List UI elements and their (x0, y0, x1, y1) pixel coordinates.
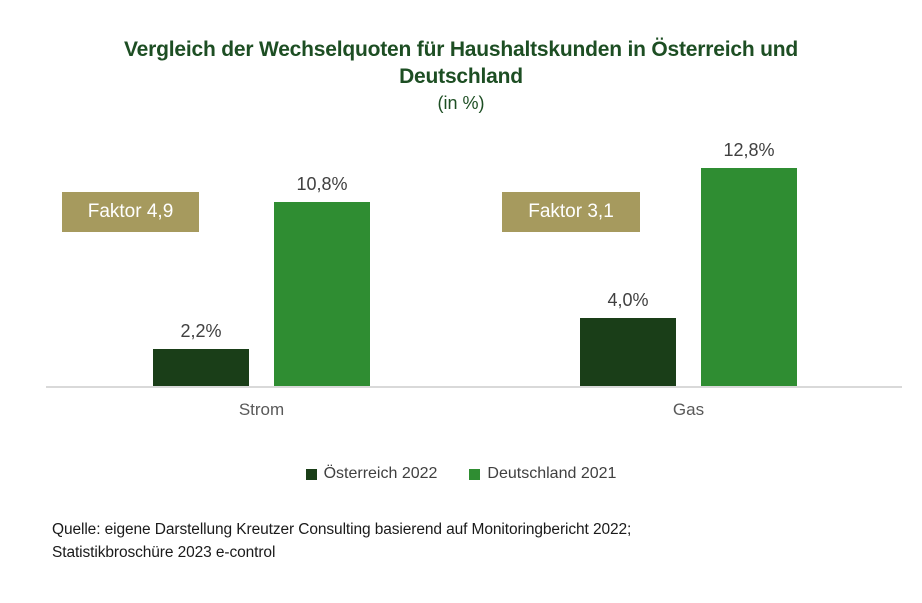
legend: Österreich 2022 Deutschland 2021 (0, 465, 922, 483)
bar-germany-gas (701, 168, 797, 386)
bar-column-germany-strom: 10,8% (274, 0, 370, 386)
value-label-austria-strom: 2,2% (180, 321, 222, 341)
category-label-gas: Gas (672, 400, 705, 419)
bar-column-germany-gas: 12,8% (701, 0, 797, 386)
value-label-austria-gas: 4,0% (607, 290, 649, 310)
chart-title-line-2: Deutschland (399, 65, 523, 88)
value-label-germany-strom: 10,8% (296, 174, 348, 194)
source-line-1: Quelle: eigene Darstellung Kreutzer Cons… (52, 521, 632, 538)
bar-germany-strom (274, 202, 370, 386)
x-axis-line (46, 386, 902, 388)
legend-swatch-germany-icon (469, 468, 481, 480)
chart-subtitle: (in %) (437, 93, 485, 113)
bar-austria-strom (153, 349, 249, 386)
category-label-strom: Strom (238, 400, 285, 419)
value-label-germany-gas: 12,8% (723, 140, 775, 160)
chart-title: Vergleich der Wechselquoten für Haushalt… (21, 36, 901, 90)
source-note: Quelle: eigene Darstellung Kreutzer Cons… (52, 518, 631, 564)
title-block: Vergleich der Wechselquoten für Haushalt… (0, 36, 922, 114)
plot-area: 2,2% 10,8% 4,0% 12,8% (46, 0, 902, 388)
factor-annotation-gas: Faktor 3,1 (502, 192, 640, 232)
factor-annotation-strom: Faktor 4,9 (62, 192, 199, 232)
bar-column-austria-strom: 2,2% (153, 0, 249, 386)
source-line-2: Statistikbroschüre 2023 e-control (52, 544, 276, 561)
bar-column-austria-gas: 4,0% (580, 0, 676, 386)
legend-item-germany: Deutschland 2021 (469, 465, 616, 483)
legend-label-germany: Deutschland 2021 (487, 465, 617, 482)
bar-austria-gas (580, 318, 676, 386)
legend-label-austria: Österreich 2022 (323, 465, 438, 482)
legend-item-austria: Österreich 2022 (305, 465, 438, 483)
legend-swatch-austria-icon (305, 468, 317, 480)
chart-title-line-1: Vergleich der Wechselquoten für Haushalt… (124, 38, 798, 61)
